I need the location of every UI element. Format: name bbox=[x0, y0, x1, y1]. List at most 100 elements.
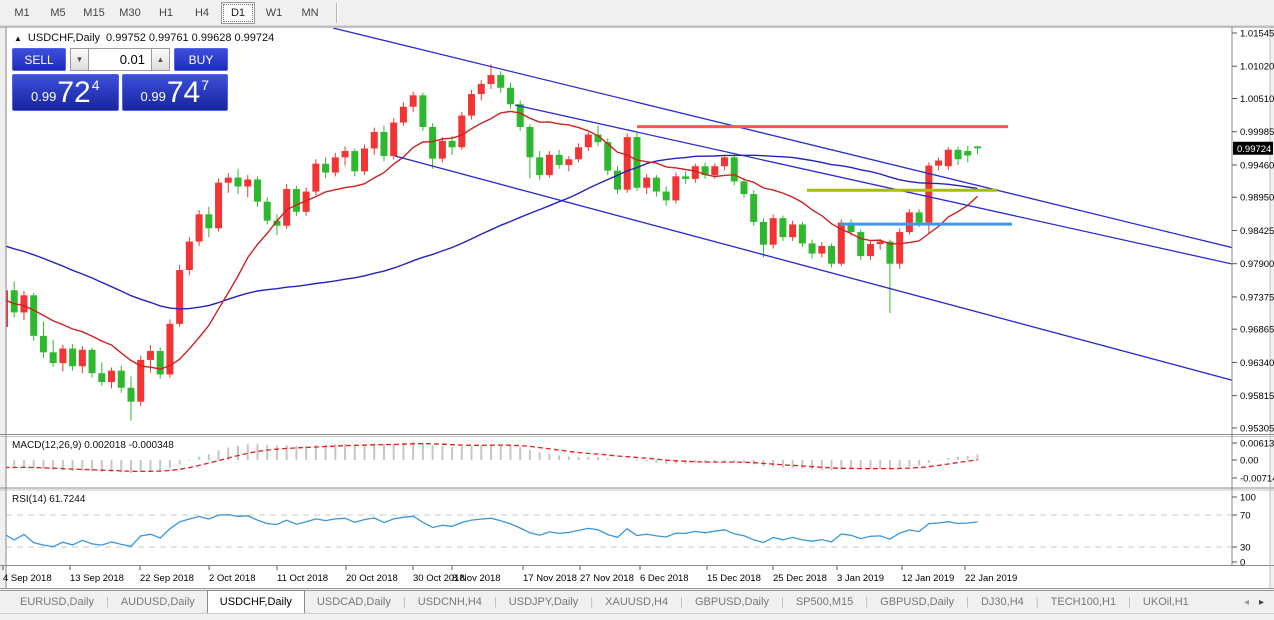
buy-price-main: 74 bbox=[166, 76, 201, 109]
tab-separator: | bbox=[966, 596, 969, 608]
macd-label: MACD(12,26,9) 0.002018 -0.000348 bbox=[12, 440, 174, 451]
date-axis-label: 3 Jan 2019 bbox=[837, 573, 884, 584]
buy-price-prefix: 0.99 bbox=[140, 89, 166, 104]
volume-spinner: ▼ ▲ bbox=[70, 48, 170, 71]
date-axis-label: 17 Nov 2018 bbox=[523, 573, 577, 584]
price-axis-label: 1.00510 bbox=[1240, 94, 1274, 105]
date-axis-label: 12 Jan 2019 bbox=[902, 573, 954, 584]
tab-usdjpy-daily[interactable]: USDJPY,Daily bbox=[508, 596, 579, 608]
timeframe-button-m15[interactable]: M15 bbox=[83, 6, 105, 19]
tab-ukoil-h1[interactable]: UKOil,H1 bbox=[1142, 596, 1189, 608]
price-axis-label: 0.97900 bbox=[1240, 259, 1274, 270]
rsi-axis-label: 100 bbox=[1240, 493, 1256, 504]
tab-separator: | bbox=[105, 596, 109, 608]
date-axis-label: 11 Oct 2018 bbox=[277, 573, 328, 584]
volume-decrease-icon[interactable]: ▼ bbox=[70, 48, 89, 71]
sell-price-pip: 4 bbox=[91, 77, 100, 93]
price-axis-label: 1.01020 bbox=[1240, 62, 1274, 73]
price-axis-label: 1.01545 bbox=[1240, 29, 1274, 40]
price-axis-label: 0.98950 bbox=[1240, 193, 1274, 204]
timeframe-button-w1[interactable]: W1 bbox=[265, 6, 283, 19]
volume-input[interactable] bbox=[89, 49, 151, 70]
tab-separator: | bbox=[590, 596, 594, 608]
timeframe-button-m5[interactable]: M5 bbox=[50, 6, 66, 19]
tab-scroll-right-icon[interactable]: ▸ bbox=[1258, 596, 1264, 608]
date-axis-label: 8 Nov 2018 bbox=[452, 573, 501, 584]
tab-separator: | bbox=[1035, 596, 1039, 608]
price-axis-label: 0.95815 bbox=[1240, 391, 1274, 402]
tab-separator: | bbox=[680, 596, 683, 608]
candles bbox=[6, 64, 981, 421]
chart-tab-bar: EURUSD,Daily | AUDUSD,Daily USDCHF,Daily USD… bbox=[0, 590, 1274, 613]
tab-separator: | bbox=[780, 596, 784, 608]
timeframe-button-m1[interactable]: M1 bbox=[14, 6, 30, 19]
tab-gbpusd-daily[interactable]: GBPUSD,Daily bbox=[694, 596, 769, 608]
tab-tech100-h1[interactable]: TECH100,H1 bbox=[1050, 596, 1117, 608]
date-axis-label: 22 Jan 2019 bbox=[965, 573, 1017, 584]
macd-histogram bbox=[13, 442, 979, 473]
chart-canvas[interactable]: 1.01545 1.01020 1.00510 0.99985 0.99460 0.989… bbox=[0, 26, 1274, 590]
date-axis-label: 13 Sep 2018 bbox=[70, 573, 124, 584]
price-axis-label: 0.96340 bbox=[1240, 358, 1274, 369]
timeframe-button-mn[interactable]: MN bbox=[301, 6, 319, 19]
trendline bbox=[514, 104, 1232, 265]
date-axis-label: 15 Dec 2018 bbox=[707, 573, 761, 584]
tab-gbpusd-daily[interactable]: GBPUSD,Daily bbox=[880, 596, 955, 608]
tab-eurusd-daily[interactable]: EURUSD,Daily bbox=[20, 596, 94, 608]
sell-price-prefix: 0.99 bbox=[31, 89, 57, 104]
date-axis: 4 Sep 2018 13 Sep 2018 22 Sep 2018 2 Oct 20… bbox=[2, 566, 1017, 584]
tab-usdcad-daily[interactable]: USDCAD,Daily bbox=[316, 596, 391, 608]
timeframe-button-m30[interactable]: M30 bbox=[119, 6, 141, 19]
collapse-triangle-icon[interactable]: ▲ bbox=[14, 33, 22, 43]
window-bottom-edge bbox=[0, 613, 1274, 620]
rsi-pane bbox=[6, 514, 1232, 548]
main-pane bbox=[6, 28, 1232, 421]
buy-button[interactable]: BUY bbox=[174, 48, 228, 71]
current-price-marker bbox=[1233, 141, 1273, 155]
timeframe-button-h1[interactable]: H1 bbox=[158, 6, 174, 19]
tab-scroll-nav: ◂ ▸ bbox=[1234, 591, 1274, 613]
rsi-line bbox=[6, 514, 978, 548]
chart-background bbox=[6, 27, 1270, 588]
date-axis-label: 4 Sep 2018 bbox=[3, 573, 52, 584]
date-axis-label: 20 Oct 2018 bbox=[346, 573, 398, 584]
date-axis-label: 30 Oct 2018 bbox=[413, 573, 465, 584]
date-axis-label: 22 Sep 2018 bbox=[140, 573, 194, 584]
ma-fast-line bbox=[6, 110, 978, 370]
price-axis-label: 0.98425 bbox=[1240, 226, 1274, 237]
buy-price-button[interactable]: 0.99 74 7 bbox=[121, 74, 228, 111]
price-axis-label: 0.99460 bbox=[1240, 160, 1274, 171]
ma-slow-line bbox=[6, 154, 978, 310]
date-axis-label: 27 Nov 2018 bbox=[580, 573, 634, 584]
rsi-axis-label: 0 bbox=[1240, 558, 1245, 569]
macd-axis-label: -0.007142 bbox=[1240, 474, 1274, 485]
tab-usdcnh-h4[interactable]: USDCNH,H4 bbox=[417, 596, 482, 608]
rsi-label: RSI(14) 61.7244 bbox=[12, 494, 86, 505]
tab-dj30-h4[interactable]: DJ30,H4 bbox=[980, 596, 1024, 608]
symbol-period-label: USDCHF,Daily bbox=[27, 32, 101, 44]
current-price-label: 0.99724 bbox=[1237, 144, 1271, 155]
price-axis-label: 0.97375 bbox=[1240, 292, 1274, 303]
tab-sp500-m15[interactable]: SP500,M15 bbox=[795, 596, 854, 608]
price-axis-label: 0.95305 bbox=[1240, 423, 1274, 434]
timeframe-button-h4[interactable]: H4 bbox=[194, 6, 210, 19]
tab-xauusd-h4[interactable]: XAUUSD,H4 bbox=[605, 596, 669, 608]
tab-audusd-daily[interactable]: AUDUSD,Daily bbox=[120, 596, 195, 608]
buy-price-pip: 7 bbox=[201, 77, 209, 93]
sell-price-button[interactable]: 0.99 72 4 bbox=[12, 74, 119, 111]
one-click-trading-panel: SELL ▼ ▲ BUY 0.99 72 4 0.99 74 7 bbox=[12, 48, 228, 111]
chart-title: ▲ USDCHF,Daily 0.99752 0.99761 0.99628 0… bbox=[14, 32, 274, 44]
date-axis-label: 6 Dec 2018 bbox=[640, 573, 689, 584]
timeframe-button-d1[interactable]: D1 bbox=[221, 1, 255, 24]
tab-scroll-left-icon[interactable]: ◂ bbox=[1243, 596, 1249, 608]
volume-increase-icon[interactable]: ▲ bbox=[151, 48, 170, 71]
tab-separator: | bbox=[1128, 596, 1131, 608]
macd-axis-label: 0.00 bbox=[1240, 456, 1259, 467]
date-axis-label: 25 Dec 2018 bbox=[773, 573, 827, 584]
sell-button[interactable]: SELL bbox=[12, 48, 66, 71]
rsi-axis-label: 30 bbox=[1240, 543, 1251, 554]
tab-usdchf-daily[interactable]: USDCHF,Daily bbox=[206, 590, 305, 613]
trendline bbox=[394, 155, 1232, 381]
chart-window: 1.01545 1.01020 1.00510 0.99985 0.99460 0.989… bbox=[0, 26, 1274, 590]
price-axis-label: 0.99985 bbox=[1240, 127, 1274, 138]
